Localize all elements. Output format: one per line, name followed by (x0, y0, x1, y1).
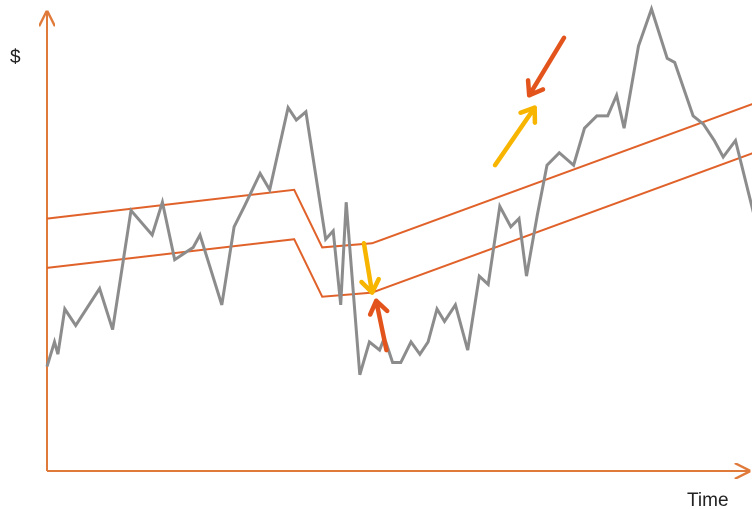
yellow-arrow-1 (359, 241, 381, 295)
plot-area (45, 4, 752, 376)
channel-upper-line (46, 103, 752, 249)
x-axis-label: Time (687, 490, 729, 509)
red-arrow-2 (367, 298, 390, 353)
yellow-arrow-3 (492, 105, 538, 168)
price-line (45, 4, 752, 376)
channel-lower-line (46, 152, 752, 298)
y-axis-label: $ (10, 47, 21, 68)
red-arrow-4 (525, 35, 567, 98)
